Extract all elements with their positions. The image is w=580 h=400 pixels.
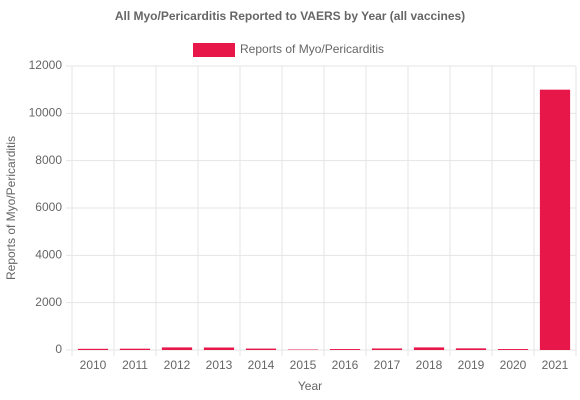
legend-swatch [193,43,235,57]
x-tick-label: 2014 [248,358,275,372]
chart-title: All Myo/Pericarditis Reported to VAERS b… [115,9,465,23]
bar [119,348,151,350]
bar [539,89,571,351]
y-tick-label: 0 [55,342,62,356]
x-tick-label: 2018 [416,358,443,372]
x-tick-label: 2013 [206,358,233,372]
bar [371,348,403,350]
y-tick-label: 4000 [35,248,62,262]
bar [329,349,361,350]
bar [77,348,109,350]
x-tick-label: 2012 [164,358,191,372]
y-tick-label: 6000 [35,200,62,214]
x-tick-label: 2016 [332,358,359,372]
x-tick-label: 2020 [500,358,527,372]
x-tick-label: 2015 [290,358,317,372]
bar [161,347,193,350]
bar [497,349,529,350]
y-axis-title: Reports of Myo/Pericarditis [4,136,18,280]
bar [245,348,277,350]
bar [455,348,487,350]
x-tick-label: 2019 [458,358,485,372]
bar [203,347,235,350]
y-tick-label: 10000 [29,106,63,120]
y-tick-label: 8000 [35,153,62,167]
x-tick-label: 2021 [542,358,569,372]
x-tick-label: 2017 [374,358,401,372]
legend-label: Reports of Myo/Pericarditis [240,42,384,56]
bar [413,347,445,350]
x-tick-label: 2010 [80,358,107,372]
x-axis-title: Year [298,379,322,393]
y-tick-label: 12000 [29,58,63,72]
x-tick-label: 2011 [122,358,148,372]
y-tick-label: 2000 [35,295,62,309]
